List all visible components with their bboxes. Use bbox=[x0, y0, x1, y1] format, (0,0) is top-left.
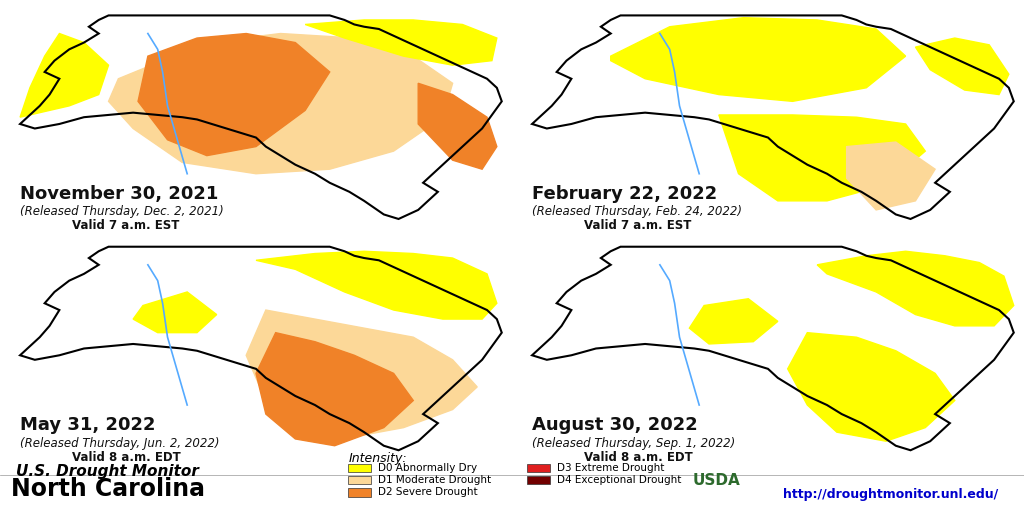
Polygon shape bbox=[305, 20, 497, 65]
Text: D4 Exceptional Drought: D4 Exceptional Drought bbox=[557, 475, 681, 485]
Text: USDA: USDA bbox=[693, 473, 740, 488]
Text: http://droughtmonitor.unl.edu/: http://droughtmonitor.unl.edu/ bbox=[783, 488, 998, 501]
Polygon shape bbox=[817, 251, 1014, 326]
Polygon shape bbox=[719, 115, 926, 201]
Text: May 31, 2022: May 31, 2022 bbox=[20, 416, 156, 434]
Text: (Released Thursday, Jun. 2, 2022): (Released Thursday, Jun. 2, 2022) bbox=[20, 437, 220, 450]
Text: North Carolina: North Carolina bbox=[10, 477, 205, 501]
Bar bbox=[348, 488, 371, 497]
Bar bbox=[10, 15, 502, 242]
Bar bbox=[527, 476, 550, 484]
Text: Valid 7 a.m. EST: Valid 7 a.m. EST bbox=[584, 219, 691, 232]
Polygon shape bbox=[532, 15, 1014, 219]
Polygon shape bbox=[109, 33, 453, 174]
Polygon shape bbox=[418, 83, 497, 169]
Polygon shape bbox=[915, 38, 1009, 95]
Bar bbox=[348, 476, 371, 484]
Bar bbox=[527, 464, 550, 472]
Text: (Released Thursday, Feb. 24, 2022): (Released Thursday, Feb. 24, 2022) bbox=[532, 206, 742, 218]
Polygon shape bbox=[847, 142, 935, 210]
Text: Intensity:: Intensity: bbox=[348, 452, 407, 465]
Text: (Released Thursday, Dec. 2, 2021): (Released Thursday, Dec. 2, 2021) bbox=[20, 206, 224, 218]
Text: Valid 8 a.m. EDT: Valid 8 a.m. EDT bbox=[72, 451, 180, 464]
Text: D2 Severe Drought: D2 Severe Drought bbox=[378, 487, 477, 498]
Polygon shape bbox=[256, 251, 497, 319]
Bar bbox=[522, 15, 1014, 242]
Polygon shape bbox=[256, 333, 414, 446]
Polygon shape bbox=[689, 299, 778, 344]
Polygon shape bbox=[133, 292, 217, 333]
Text: Valid 8 a.m. EDT: Valid 8 a.m. EDT bbox=[584, 451, 692, 464]
Text: D1 Moderate Drought: D1 Moderate Drought bbox=[378, 475, 490, 485]
Polygon shape bbox=[20, 247, 502, 450]
Text: (Released Thursday, Sep. 1, 2022): (Released Thursday, Sep. 1, 2022) bbox=[532, 437, 735, 450]
Bar bbox=[10, 247, 502, 473]
Polygon shape bbox=[246, 310, 477, 437]
Polygon shape bbox=[610, 17, 905, 101]
Text: D3 Extreme Drought: D3 Extreme Drought bbox=[557, 463, 665, 473]
Text: August 30, 2022: August 30, 2022 bbox=[532, 416, 698, 434]
Polygon shape bbox=[20, 15, 502, 219]
Text: November 30, 2021: November 30, 2021 bbox=[20, 185, 219, 203]
Text: D0 Abnormally Dry: D0 Abnormally Dry bbox=[378, 463, 477, 473]
Polygon shape bbox=[532, 247, 1014, 450]
Polygon shape bbox=[787, 333, 954, 441]
Bar bbox=[348, 464, 371, 472]
Bar bbox=[522, 247, 1014, 473]
Polygon shape bbox=[138, 33, 330, 156]
Text: Valid 7 a.m. EST: Valid 7 a.m. EST bbox=[72, 219, 179, 232]
Text: U.S. Drought Monitor: U.S. Drought Monitor bbox=[16, 464, 199, 479]
Text: February 22, 2022: February 22, 2022 bbox=[532, 185, 718, 203]
Polygon shape bbox=[20, 33, 109, 117]
